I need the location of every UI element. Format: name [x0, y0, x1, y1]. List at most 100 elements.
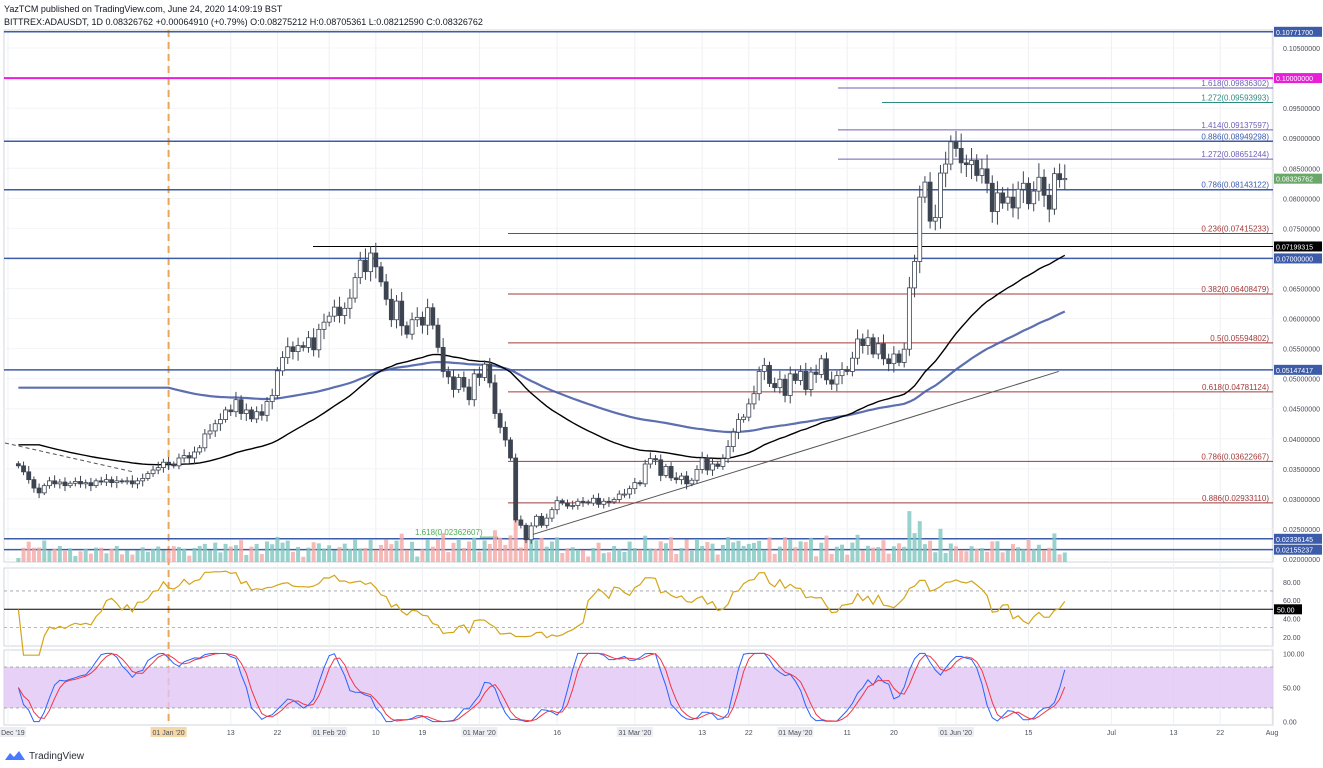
candle-body: [1046, 194, 1052, 210]
price-tag-label: 0.10771700: [1276, 30, 1313, 37]
volume-bar: [57, 545, 62, 562]
x-tick-highlight: [150, 727, 187, 737]
volume-bar: [638, 549, 642, 562]
y-tick-label: 0.07500000: [1283, 226, 1320, 233]
x-tick-highlight: [616, 727, 653, 737]
y-tick-label: 0.03500000: [1283, 467, 1320, 474]
candle-body: [689, 479, 695, 485]
candle-body: [658, 459, 664, 476]
x-tick-label: 01 Dec '19: [0, 730, 25, 737]
price-tag-label: 0.02336145: [1276, 537, 1313, 544]
candle-body: [347, 297, 353, 309]
candle-body: [274, 370, 280, 396]
volume-bar: [151, 549, 156, 562]
candle-body: [855, 338, 860, 359]
y-tick-label: 0.10500000: [1283, 46, 1320, 53]
candle-body: [632, 482, 638, 490]
candle-body: [870, 337, 876, 355]
candle-body: [352, 277, 358, 299]
volume-bar: [834, 546, 839, 562]
volume-bar: [544, 546, 549, 562]
volume-bar: [404, 549, 409, 562]
candle-body: [414, 316, 420, 321]
volume-bar: [347, 548, 352, 562]
candle-body: [565, 502, 570, 507]
candle-body: [559, 500, 565, 504]
volume-bar: [731, 542, 736, 562]
volume-bar: [757, 540, 762, 562]
volume-bar: [959, 550, 964, 562]
candle-body: [440, 346, 446, 372]
volume-bar: [824, 535, 829, 562]
candle-body: [1041, 176, 1047, 196]
candle-body: [36, 487, 42, 494]
volume-bar: [140, 547, 145, 562]
candle-body: [217, 419, 223, 425]
price-tag: [1274, 533, 1322, 544]
volume-bar: [461, 547, 466, 562]
volume-bar: [772, 553, 777, 562]
candle-body: [1026, 182, 1031, 205]
x-tick-label: 13: [698, 730, 706, 737]
volume-bar: [420, 549, 425, 562]
candle-body: [1062, 178, 1068, 181]
candle-body: [368, 252, 374, 273]
price-tag-label: 0.10000000: [1276, 76, 1313, 83]
candle-body: [891, 353, 897, 365]
volume-bar: [487, 543, 492, 562]
volume-bar: [534, 540, 539, 562]
x-tick-label: 01 Mar '20: [463, 730, 496, 737]
volume-bar: [208, 550, 213, 562]
candle-body: [622, 493, 627, 496]
candle-body: [1005, 196, 1011, 204]
volume-bar: [549, 541, 554, 562]
level-label: 0.5(0.05594802): [1210, 334, 1269, 343]
volume-bar: [1000, 552, 1005, 562]
volume-bar: [192, 548, 197, 562]
candle-body: [72, 481, 78, 484]
candle-body: [482, 363, 487, 378]
x-tick-highlight: [777, 727, 814, 737]
candle-body: [388, 298, 394, 321]
volume-bar: [472, 537, 477, 562]
candle-body: [953, 141, 959, 149]
dashed-trendline: [4, 442, 134, 473]
level-label: 0.786(0.03622667): [1201, 452, 1269, 461]
volume-bar: [83, 548, 88, 562]
volume-bar: [679, 548, 684, 562]
y-tick-label: 0.04000000: [1283, 437, 1320, 444]
volume-bar: [399, 533, 404, 562]
candle-body: [751, 393, 757, 405]
candle-body: [306, 337, 311, 348]
y-tick-label: 0.03000000: [1283, 497, 1320, 504]
level-label: 1.414(0.09137597): [1201, 121, 1269, 130]
candle-body: [78, 481, 83, 485]
rsi-level-tag: [1274, 604, 1302, 615]
candle-body: [207, 430, 213, 435]
rsi-pane: [3, 567, 1274, 647]
candle-body: [264, 401, 270, 416]
candle-body: [290, 346, 296, 353]
candle-body: [803, 371, 809, 390]
candle-body: [88, 482, 94, 487]
volume-bar: [767, 537, 772, 562]
candle-body: [129, 480, 135, 485]
candle-body: [544, 517, 550, 526]
candle-body: [223, 409, 228, 420]
volume-bar: [363, 548, 368, 562]
x-tick-label: 20: [890, 730, 898, 737]
volume-bar: [109, 548, 114, 562]
volume-bar: [513, 486, 518, 562]
y-tick-label: 0.02000000: [1283, 557, 1320, 564]
candle-body: [606, 500, 612, 503]
volume-bar: [705, 542, 710, 562]
volume-bar: [575, 549, 580, 562]
volume-bar: [52, 548, 57, 562]
rsi-line: [17, 570, 1066, 656]
price-tag: [1274, 544, 1322, 555]
ascending-trendline: [531, 370, 1059, 536]
rsi-y-tick: 60.00: [1283, 598, 1301, 605]
volume-bar: [783, 537, 788, 562]
candle-body: [570, 505, 576, 507]
